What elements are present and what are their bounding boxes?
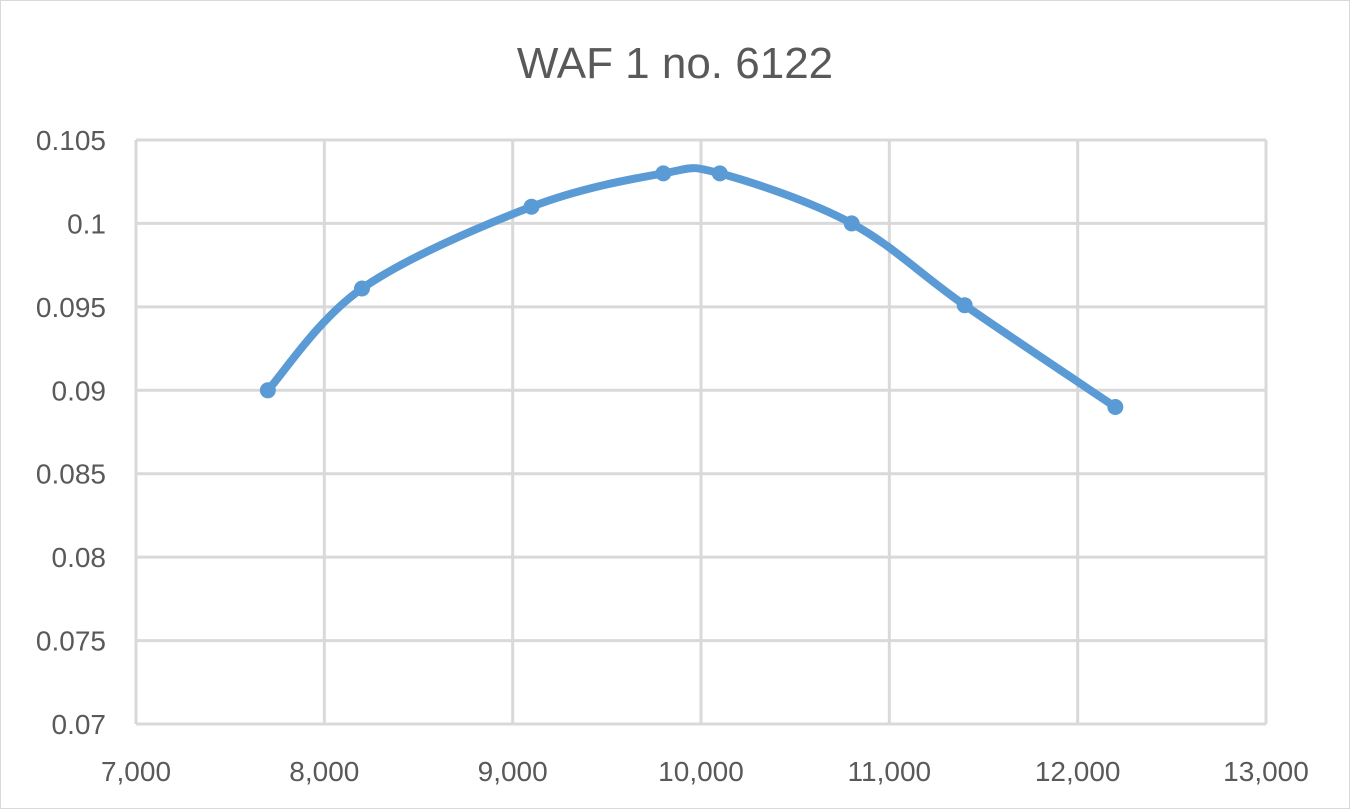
label-layer: 0.07 0.075 0.08 0.085 0.09 0.095 0.1 0.105 7,000…	[36, 125, 1309, 787]
data-point	[956, 297, 973, 314]
x-tick-label: 12,000	[1035, 756, 1121, 787]
data-point	[1107, 398, 1124, 415]
data-point	[354, 280, 370, 297]
y-tick-label: 0.1	[67, 208, 106, 239]
series-layer	[259, 164, 1124, 415]
y-tick-label: 0.085	[36, 459, 106, 490]
x-tick-label: 11,000	[848, 756, 932, 787]
data-point	[843, 215, 860, 232]
x-tick-label: 8,000	[289, 756, 359, 787]
data-point	[711, 165, 728, 182]
series-line	[263, 164, 1120, 411]
y-tick-label: 0.09	[52, 375, 107, 406]
y-tick-label: 0.095	[36, 292, 106, 323]
x-tick-label: 9,000	[478, 756, 548, 787]
y-tick-label: 0.075	[36, 626, 106, 657]
data-point	[259, 382, 276, 399]
y-tick-label: 0.08	[52, 542, 107, 573]
grid-layer	[136, 138, 1268, 724]
data-point	[523, 198, 540, 215]
y-tick-label: 0.105	[36, 125, 106, 156]
x-tick-label: 10,000	[658, 756, 744, 787]
x-tick-label: 13,000	[1223, 756, 1309, 787]
y-tick-label: 0.07	[52, 709, 107, 740]
x-tick-label: 7,000	[101, 756, 171, 787]
axis-layer	[134, 140, 1266, 726]
chart-title: WAF 1 no. 6122	[516, 39, 834, 88]
data-point	[655, 165, 672, 182]
